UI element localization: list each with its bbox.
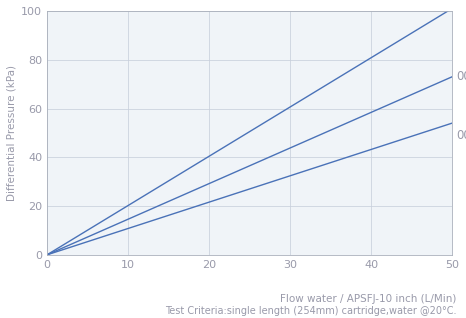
Text: Flow water / APSFJ-10 inch (L/Min): Flow water / APSFJ-10 inch (L/Min) (281, 294, 457, 304)
Text: Test Criteria:single length (254mm) cartridge,water @20°C.: Test Criteria:single length (254mm) cart… (165, 306, 457, 316)
Y-axis label: Differential Pressure (kPa): Differential Pressure (kPa) (7, 65, 17, 201)
Text: 0010: 0010 (457, 129, 466, 142)
Text: 0003: 0003 (457, 0, 466, 2)
Text: 0005: 0005 (457, 70, 466, 83)
